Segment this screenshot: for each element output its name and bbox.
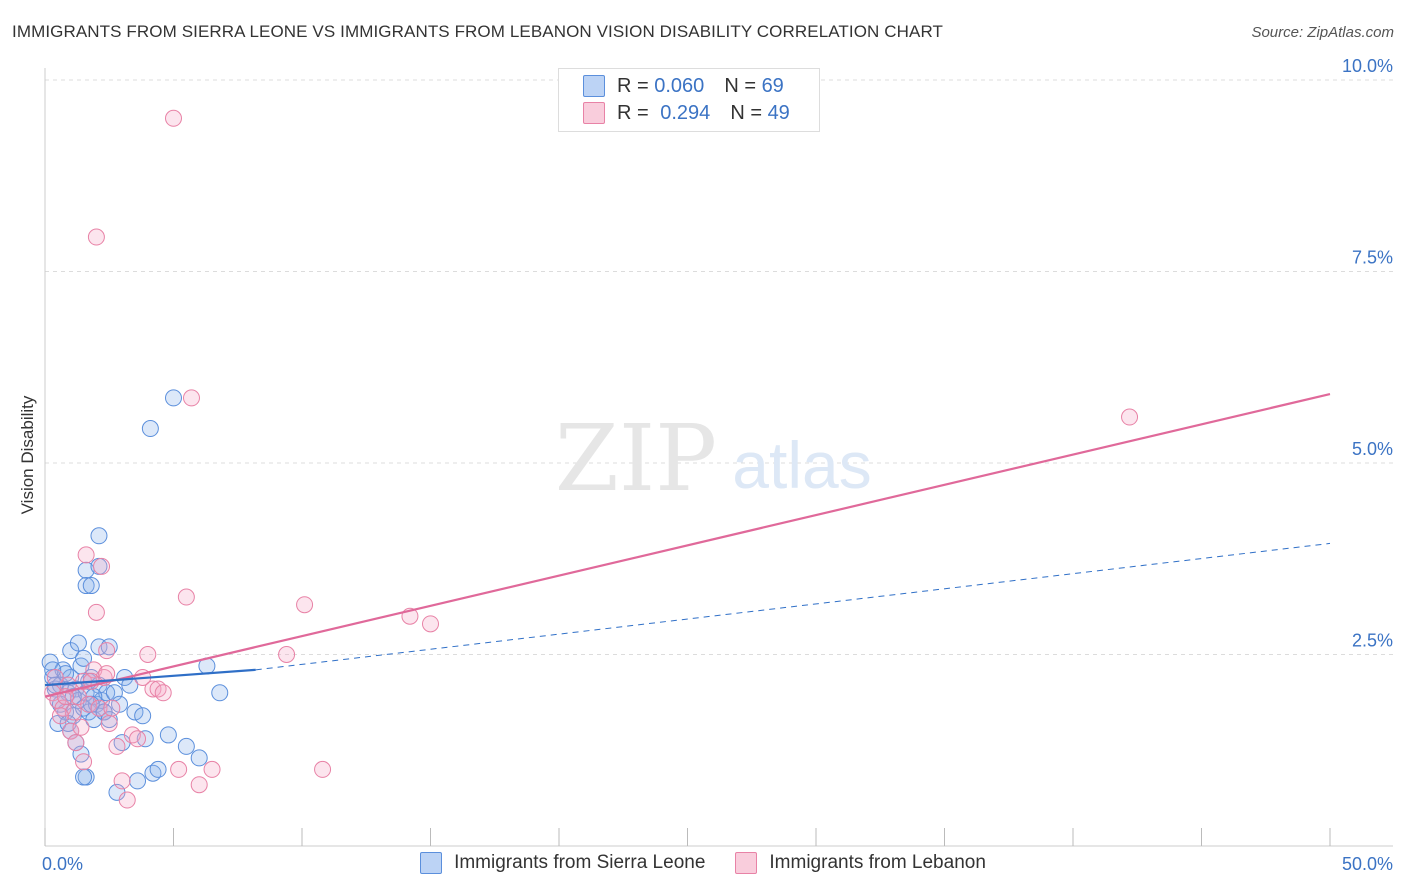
sierra-leone-point bbox=[129, 772, 147, 790]
legend-r-value-lebanon: 0.294 bbox=[660, 101, 711, 124]
lebanon-point bbox=[139, 646, 157, 663]
axes bbox=[44, 68, 1393, 847]
y-tick-label: 7.5% bbox=[1352, 248, 1393, 268]
lebanon-point bbox=[165, 109, 182, 127]
lebanon-point bbox=[118, 791, 136, 809]
lebanon-point bbox=[75, 753, 93, 771]
trend-lines bbox=[44, 392, 1331, 698]
legend-swatch-lebanon bbox=[583, 102, 605, 124]
sierra-leone-point bbox=[134, 707, 152, 725]
sierra-leone-point bbox=[126, 703, 144, 721]
series-legend-lebanon[interactable]: Immigrants from Lebanon bbox=[735, 852, 986, 874]
series-name-lebanon: Immigrants from Lebanon bbox=[769, 852, 986, 873]
lebanon-point bbox=[80, 695, 98, 713]
lebanon-point bbox=[93, 557, 111, 575]
lebanon-point bbox=[278, 646, 296, 663]
lebanon-point bbox=[154, 684, 172, 702]
lebanon-points bbox=[44, 109, 1139, 809]
sierra-leone-point bbox=[177, 737, 195, 755]
legend-row-sierra-leone: R = 0.060 N = 69 bbox=[583, 73, 784, 99]
lebanon-point bbox=[64, 703, 82, 721]
legend-r-value-sierra-leone: 0.060 bbox=[654, 74, 705, 97]
y-tick-label: 5.0% bbox=[1352, 439, 1393, 459]
sierra-leone-point bbox=[190, 749, 208, 767]
x-tick-label: 0.0% bbox=[42, 854, 83, 874]
tick-labels: 2.5% 5.0% 7.5% 10.0% 0.0% 50.0% bbox=[42, 56, 1393, 874]
lebanon-point bbox=[51, 707, 69, 725]
y-tick-label: 2.5% bbox=[1352, 631, 1393, 651]
gridlines bbox=[45, 79, 1393, 655]
legend-n-label: N = bbox=[730, 101, 762, 124]
lebanon-trend-line bbox=[44, 392, 1331, 698]
lebanon-point bbox=[100, 714, 118, 732]
watermark-atlas: atlas bbox=[732, 428, 871, 502]
legend-r-label: R = bbox=[617, 74, 649, 97]
x-tick-label: 50.0% bbox=[1342, 854, 1393, 874]
sierra-leone-point bbox=[90, 527, 108, 545]
series-swatch-lebanon bbox=[735, 852, 758, 874]
lebanon-point bbox=[170, 760, 188, 778]
lebanon-point bbox=[203, 760, 221, 778]
lebanon-point bbox=[314, 760, 332, 778]
legend-swatch-sierra-leone bbox=[583, 75, 605, 97]
series-legend-sierra-leone[interactable]: Immigrants from Sierra Leone bbox=[420, 852, 705, 874]
series-swatch-sierra-leone bbox=[420, 852, 443, 874]
sierra-leone-point bbox=[82, 577, 100, 595]
sierra-leone-point bbox=[211, 684, 229, 702]
sierra-leone-points bbox=[41, 389, 229, 801]
watermark: ZIP atlas bbox=[555, 405, 872, 512]
legend-row-lebanon: R = 0.294 N = 49 bbox=[583, 100, 790, 126]
lebanon-point bbox=[1121, 408, 1139, 426]
lebanon-point bbox=[296, 596, 314, 614]
lebanon-point bbox=[422, 615, 439, 633]
sierra-leone-point bbox=[75, 768, 93, 786]
lebanon-point bbox=[67, 734, 85, 752]
sierra-leone-point bbox=[69, 634, 87, 652]
lebanon-point bbox=[98, 642, 116, 660]
lebanon-point bbox=[190, 776, 208, 794]
source-label: Source: ZipAtlas.com bbox=[1251, 24, 1394, 41]
lebanon-point bbox=[129, 730, 147, 748]
lebanon-point bbox=[177, 588, 195, 606]
sierra-leone-point bbox=[77, 577, 95, 595]
y-tick-label: 10.0% bbox=[1342, 56, 1393, 76]
lebanon-point bbox=[87, 603, 105, 621]
lebanon-point bbox=[182, 389, 200, 407]
lebanon-point bbox=[72, 718, 90, 736]
lebanon-point bbox=[103, 699, 121, 717]
sierra-leone-point bbox=[75, 649, 93, 667]
legend-n-value-lebanon: 49 bbox=[767, 101, 790, 124]
sierra-leone-point bbox=[141, 420, 159, 438]
lebanon-point bbox=[90, 699, 108, 717]
series-legend: Immigrants from Sierra Leone Immigrants … bbox=[0, 852, 1406, 874]
legend-n-value-sierra-leone: 69 bbox=[761, 74, 784, 97]
sierra-leone-trend-line bbox=[44, 668, 256, 687]
lebanon-point bbox=[87, 228, 105, 246]
sierra-leone-point bbox=[149, 760, 167, 778]
sierra-leone-trend-extension bbox=[255, 542, 1331, 671]
chart-title: IMMIGRANTS FROM SIERRA LEONE VS IMMIGRAN… bbox=[12, 22, 944, 41]
watermark-zip: ZIP bbox=[555, 405, 717, 512]
sierra-leone-point bbox=[165, 389, 182, 407]
legend-n-label: N = bbox=[724, 74, 756, 97]
lebanon-point bbox=[144, 680, 162, 698]
sierra-leone-point bbox=[111, 695, 129, 713]
series-name-sierra-leone: Immigrants from Sierra Leone bbox=[454, 852, 706, 873]
legend-r-label: R = bbox=[617, 101, 649, 124]
sierra-leone-point bbox=[90, 638, 108, 656]
lebanon-point bbox=[77, 546, 95, 564]
lebanon-point bbox=[108, 737, 126, 755]
correlation-legend: R = 0.060 N = 69 R = 0.294 N = 49 bbox=[558, 68, 820, 132]
sierra-leone-point bbox=[159, 726, 177, 744]
lebanon-point bbox=[113, 772, 131, 790]
